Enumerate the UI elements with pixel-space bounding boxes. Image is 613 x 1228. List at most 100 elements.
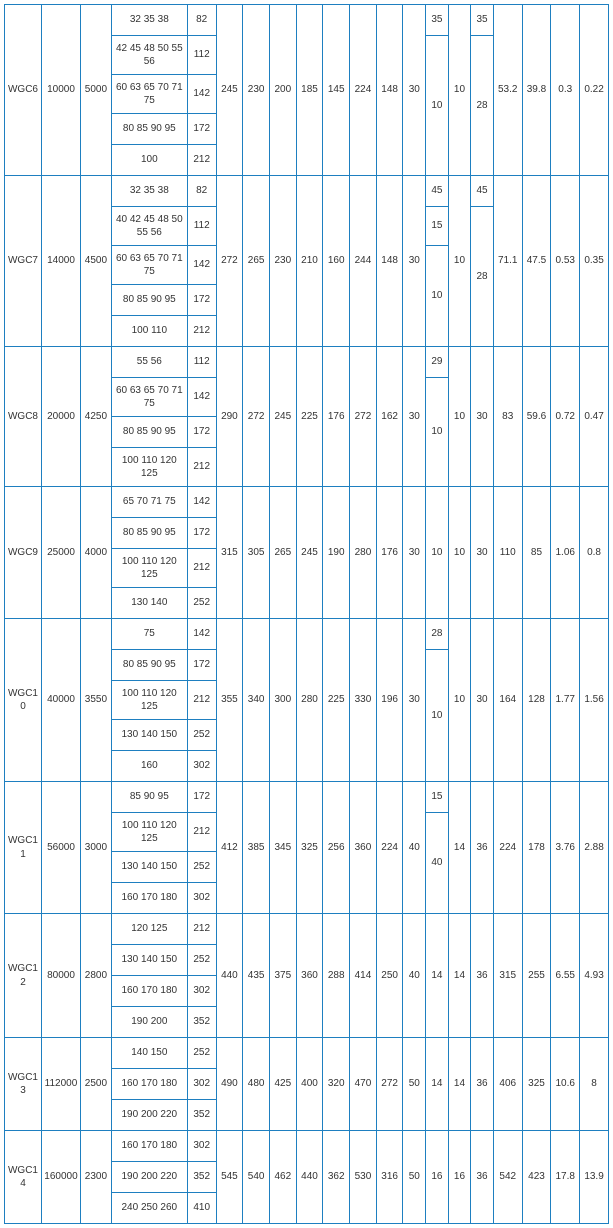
cell: 30: [403, 487, 426, 619]
cell: 14: [448, 1038, 471, 1131]
cell: 3.76: [551, 782, 580, 914]
cell: 10: [448, 176, 471, 347]
cell: 400: [296, 1038, 323, 1131]
cell: 230: [243, 5, 270, 176]
cell: 2300: [81, 1131, 112, 1224]
cell: 110: [493, 487, 522, 619]
cell: 0.72: [551, 347, 580, 487]
cell: 120 125: [111, 914, 187, 945]
cell: 305: [243, 487, 270, 619]
cell: 530: [350, 1131, 377, 1224]
cell: 100 110 120 125: [111, 681, 187, 720]
cell: 172: [187, 782, 216, 813]
cell: 412: [216, 782, 243, 914]
cell: 32 35 38: [111, 5, 187, 36]
cell: 360: [296, 914, 323, 1038]
cell: 290: [216, 347, 243, 487]
cell: 3550: [81, 619, 112, 782]
cell: 480: [243, 1038, 270, 1131]
cell: 362: [323, 1131, 350, 1224]
cell: 385: [243, 782, 270, 914]
cell: 302: [187, 1069, 216, 1100]
cell: 112: [187, 207, 216, 246]
cell: 490: [216, 1038, 243, 1131]
cell: 410: [187, 1193, 216, 1224]
cell: 440: [296, 1131, 323, 1224]
cell: 10: [448, 619, 471, 782]
cell: 112: [187, 36, 216, 75]
cell: 82: [187, 176, 216, 207]
cell: 45: [471, 176, 494, 207]
cell: 10: [448, 487, 471, 619]
cell: 36: [471, 914, 494, 1038]
cell: 82: [187, 5, 216, 36]
cell: 14: [426, 914, 449, 1038]
cell: 13.9: [580, 1131, 609, 1224]
cell: 71.1: [493, 176, 522, 347]
cell: 352: [187, 1007, 216, 1038]
cell: 225: [323, 619, 350, 782]
cell: 40: [426, 813, 449, 914]
cell: 210: [296, 176, 323, 347]
table-row: WGC610000500032 35 388224523020018514522…: [5, 5, 609, 36]
cell: 316: [376, 1131, 403, 1224]
cell: 55 56: [111, 347, 187, 378]
cell: 40 42 45 48 50 55 56: [111, 207, 187, 246]
cell: 28: [426, 619, 449, 650]
cell: 265: [243, 176, 270, 347]
cell: 345: [269, 782, 296, 914]
cell: 100 110 120 125: [111, 448, 187, 487]
cell: 470: [350, 1038, 377, 1131]
cell: 212: [187, 145, 216, 176]
cell: 16: [448, 1131, 471, 1224]
cell: 28: [471, 36, 494, 176]
cell: 80 85 90 95: [111, 417, 187, 448]
cell: 29: [426, 347, 449, 378]
cell: 302: [187, 751, 216, 782]
cell: 17.8: [551, 1131, 580, 1224]
cell: 224: [350, 5, 377, 176]
cell: 50: [403, 1038, 426, 1131]
cell: 423: [522, 1131, 551, 1224]
cell: 325: [522, 1038, 551, 1131]
cell: 272: [350, 347, 377, 487]
cell: 60 63 65 70 71 75: [111, 75, 187, 114]
cell: 212: [187, 316, 216, 347]
cell: 148: [376, 5, 403, 176]
cell: 160 170 180: [111, 976, 187, 1007]
cell: 30: [403, 619, 426, 782]
cell: 10: [426, 650, 449, 782]
cell: 14000: [41, 176, 80, 347]
cell: 265: [269, 487, 296, 619]
cell: WGC8: [5, 347, 42, 487]
cell: 32 35 38: [111, 176, 187, 207]
cell: WGC9: [5, 487, 42, 619]
spec-table: WGC610000500032 35 388224523020018514522…: [4, 4, 609, 1224]
cell: 30: [471, 619, 494, 782]
cell: WGC7: [5, 176, 42, 347]
cell: 212: [187, 448, 216, 487]
cell: 212: [187, 914, 216, 945]
cell: 355: [216, 619, 243, 782]
cell: 100 110 120 125: [111, 813, 187, 852]
cell: 252: [187, 588, 216, 619]
cell: 128: [522, 619, 551, 782]
cell: 60 63 65 70 71 75: [111, 378, 187, 417]
cell: 244: [350, 176, 377, 347]
cell: 4.93: [580, 914, 609, 1038]
table-row: WGC925000400065 70 71 751423153052652451…: [5, 487, 609, 518]
cell: 0.53: [551, 176, 580, 347]
cell: 162: [376, 347, 403, 487]
cell: 30: [471, 487, 494, 619]
table-row: WGC131120002500140 150252490480425400320…: [5, 1038, 609, 1069]
table-row: WGC714000450032 35 388227226523021016024…: [5, 176, 609, 207]
cell: 83: [493, 347, 522, 487]
cell: 352: [187, 1162, 216, 1193]
cell: 10: [426, 378, 449, 487]
cell: 4500: [81, 176, 112, 347]
cell: 85: [522, 487, 551, 619]
cell: 360: [350, 782, 377, 914]
cell: 40: [403, 782, 426, 914]
cell: 252: [187, 720, 216, 751]
cell: 178: [522, 782, 551, 914]
